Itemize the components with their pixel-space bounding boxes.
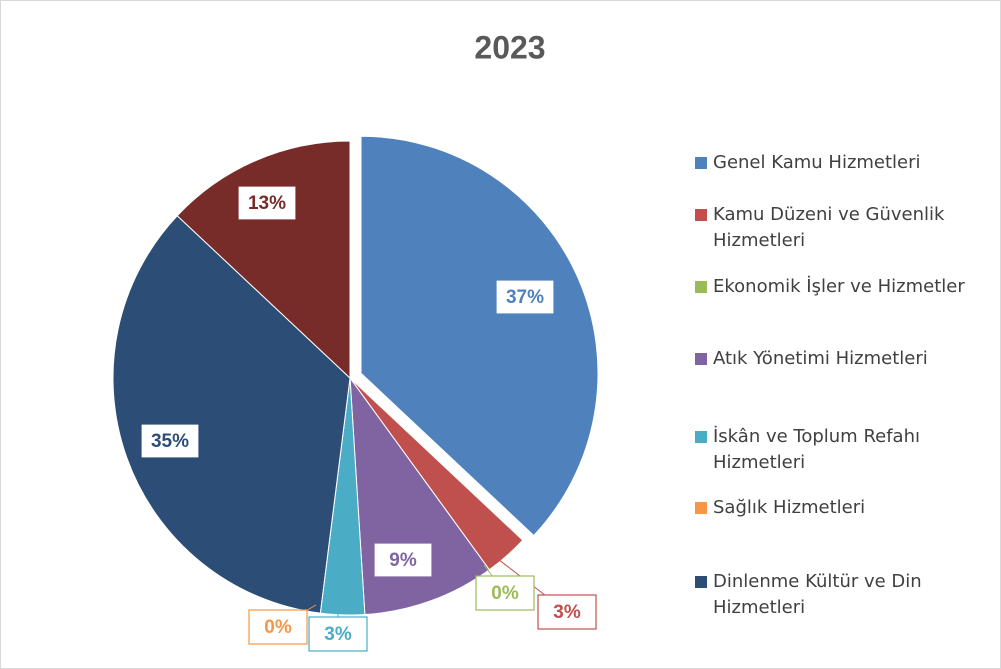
legend-item: Kamu Düzeni ve Güvenlik Hizmetleri [695, 202, 995, 254]
legend-label: Kamu Düzeni ve Güvenlik Hizmetleri [713, 204, 945, 251]
legend-label: İskân ve Toplum Refahı Hizmetleri [713, 426, 920, 473]
legend-item: İskân ve Toplum Refahı Hizmetleri [695, 424, 995, 476]
legend-item: Atık Yönetimi Hizmetleri [695, 346, 995, 372]
data-label-box [495, 279, 555, 315]
data-label: 37% [506, 287, 544, 308]
legend-item: Dinlenme Kültür ve Din Hizmetleri [695, 569, 995, 621]
legend-label: Dinlenme Kültür ve Din Hizmetleri [713, 571, 922, 618]
legend-label: Atık Yönetimi Hizmetleri [713, 348, 928, 369]
pie-slice [176, 140, 351, 380]
legend-swatch [695, 502, 707, 514]
legend-label: Sağlık Hizmetleri [713, 497, 866, 518]
legend-label: Ekonomik İşler ve Hizmetler [713, 276, 965, 297]
legend-swatch [695, 281, 707, 293]
legend-item: Genel Kamu Hizmetleri [695, 150, 995, 176]
data-label-box [537, 594, 597, 630]
data-label: 35% [151, 431, 189, 452]
chart-title: 2023 [474, 29, 545, 65]
data-label-box [237, 185, 297, 221]
data-label: 0% [491, 583, 519, 604]
pie-slice [112, 215, 351, 614]
data-label-box [475, 575, 535, 611]
legend-label: Genel Kamu Hizmetleri [713, 152, 921, 173]
legend-swatch [695, 431, 707, 443]
data-label-box [140, 423, 200, 459]
data-label: 9% [389, 550, 417, 571]
legend-swatch [695, 576, 707, 588]
data-label-box [308, 616, 368, 652]
data-label-box [373, 542, 433, 578]
data-label: 3% [324, 624, 352, 645]
data-label: 3% [553, 602, 581, 623]
legend-swatch [695, 157, 707, 169]
pie-slice [360, 135, 599, 537]
legend-swatch [695, 353, 707, 365]
legend-item: Sağlık Hizmetleri [695, 495, 995, 521]
legend-swatch [695, 209, 707, 221]
data-label: 0% [264, 617, 292, 638]
legend-item: Ekonomik İşler ve Hizmetler [695, 274, 995, 300]
data-label-box [248, 609, 308, 645]
data-label: 13% [248, 193, 286, 214]
